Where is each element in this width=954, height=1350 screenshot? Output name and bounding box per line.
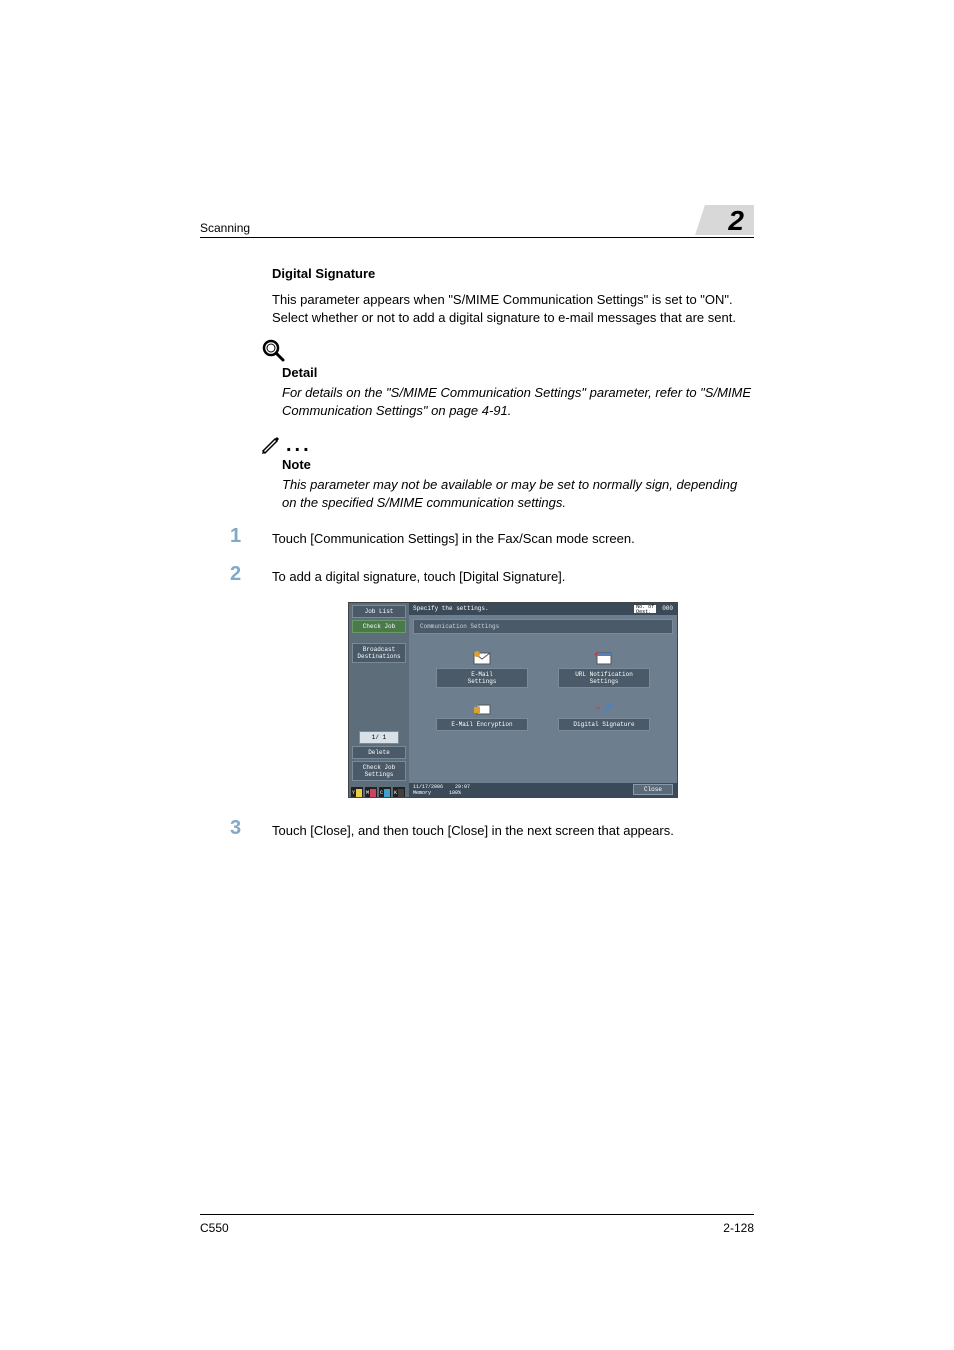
lock-mail-icon <box>472 700 492 716</box>
check-job-settings-button[interactable]: Check Job Settings <box>352 761 406 781</box>
detail-callout: Detail For details on the "S/MIME Commun… <box>272 337 754 419</box>
note-callout: ... Note This parameter may not be avail… <box>272 433 754 511</box>
step-text: Touch [Communication Settings] in the Fa… <box>272 526 635 548</box>
device-bottombar: 11/17/2006 20:07 Memory 100% Close <box>409 783 677 797</box>
email-encryption-tile[interactable]: E-Mail Encryption <box>436 700 528 731</box>
step-text: To add a digital signature, touch [Digit… <box>272 564 565 586</box>
page-indicator: 1/ 1 <box>359 731 399 744</box>
footer-page-number: 2-128 <box>723 1221 754 1235</box>
section-title: Digital Signature <box>272 266 754 281</box>
url-notification-icon <box>594 650 614 666</box>
check-job-button[interactable]: Check Job <box>352 620 406 633</box>
broadcast-destinations-button[interactable]: Broadcast Destinations <box>352 643 406 663</box>
email-icon <box>472 650 492 666</box>
delete-button[interactable]: Delete <box>352 746 406 759</box>
note-body: This parameter may not be available or m… <box>282 476 754 511</box>
device-topbar: Specify the settings. No. of Dest. 000 <box>409 603 677 615</box>
memory-percent: 100% <box>449 790 461 796</box>
signature-icon: ∞ <box>594 700 614 716</box>
footer-model: C550 <box>200 1221 229 1235</box>
step-3: 3 Touch [Close], and then touch [Close] … <box>230 818 754 840</box>
email-settings-label: E-Mail Settings <box>436 668 528 688</box>
dest-count-value: 000 <box>662 605 673 613</box>
page-footer: C550 2-128 <box>200 1214 754 1235</box>
header-chapter-number: 2 <box>710 205 754 235</box>
svg-text:∞: ∞ <box>596 705 600 713</box>
ellipsis-icon: ... <box>286 435 312 455</box>
step-1: 1 Touch [Communication Settings] in the … <box>230 526 754 548</box>
digital-signature-tile[interactable]: ∞ Digital Signature <box>558 700 650 731</box>
pen-icon <box>260 433 282 455</box>
detail-heading: Detail <box>282 365 754 380</box>
job-list-button[interactable]: Job List <box>352 605 406 618</box>
email-encryption-label: E-Mail Encryption <box>436 718 528 731</box>
toner-levels: Y M C K <box>351 787 405 797</box>
topbar-message: Specify the settings. <box>413 605 489 613</box>
magnifier-icon <box>260 337 286 363</box>
email-settings-tile[interactable]: E-Mail Settings <box>436 650 528 688</box>
page-header: Scanning 2 <box>200 205 754 238</box>
detail-body: For details on the "S/MIME Communication… <box>282 384 754 419</box>
digital-signature-label: Digital Signature <box>558 718 650 731</box>
device-main-panel: Specify the settings. No. of Dest. 000 C… <box>409 603 677 797</box>
step-number: 1 <box>230 526 272 546</box>
dest-count-label: No. of Dest. <box>634 605 656 613</box>
step-2: 2 To add a digital signature, touch [Dig… <box>230 564 754 586</box>
url-notification-tile[interactable]: URL Notification Settings <box>558 650 650 688</box>
communication-settings-title: Communication Settings <box>413 619 673 634</box>
step-number: 3 <box>230 818 272 838</box>
step-number: 2 <box>230 564 272 584</box>
step-text: Touch [Close], and then touch [Close] in… <box>272 818 674 840</box>
url-notification-label: URL Notification Settings <box>558 668 650 688</box>
device-left-panel: Job List Check Job Broadcast Destination… <box>349 603 409 797</box>
device-screenshot: Job List Check Job Broadcast Destination… <box>348 602 678 798</box>
intro-paragraph: This parameter appears when "S/MIME Comm… <box>272 291 754 327</box>
note-heading: Note <box>282 457 754 472</box>
header-section: Scanning <box>200 221 250 235</box>
memory-label: Memory <box>413 790 431 796</box>
close-button[interactable]: Close <box>633 784 673 795</box>
